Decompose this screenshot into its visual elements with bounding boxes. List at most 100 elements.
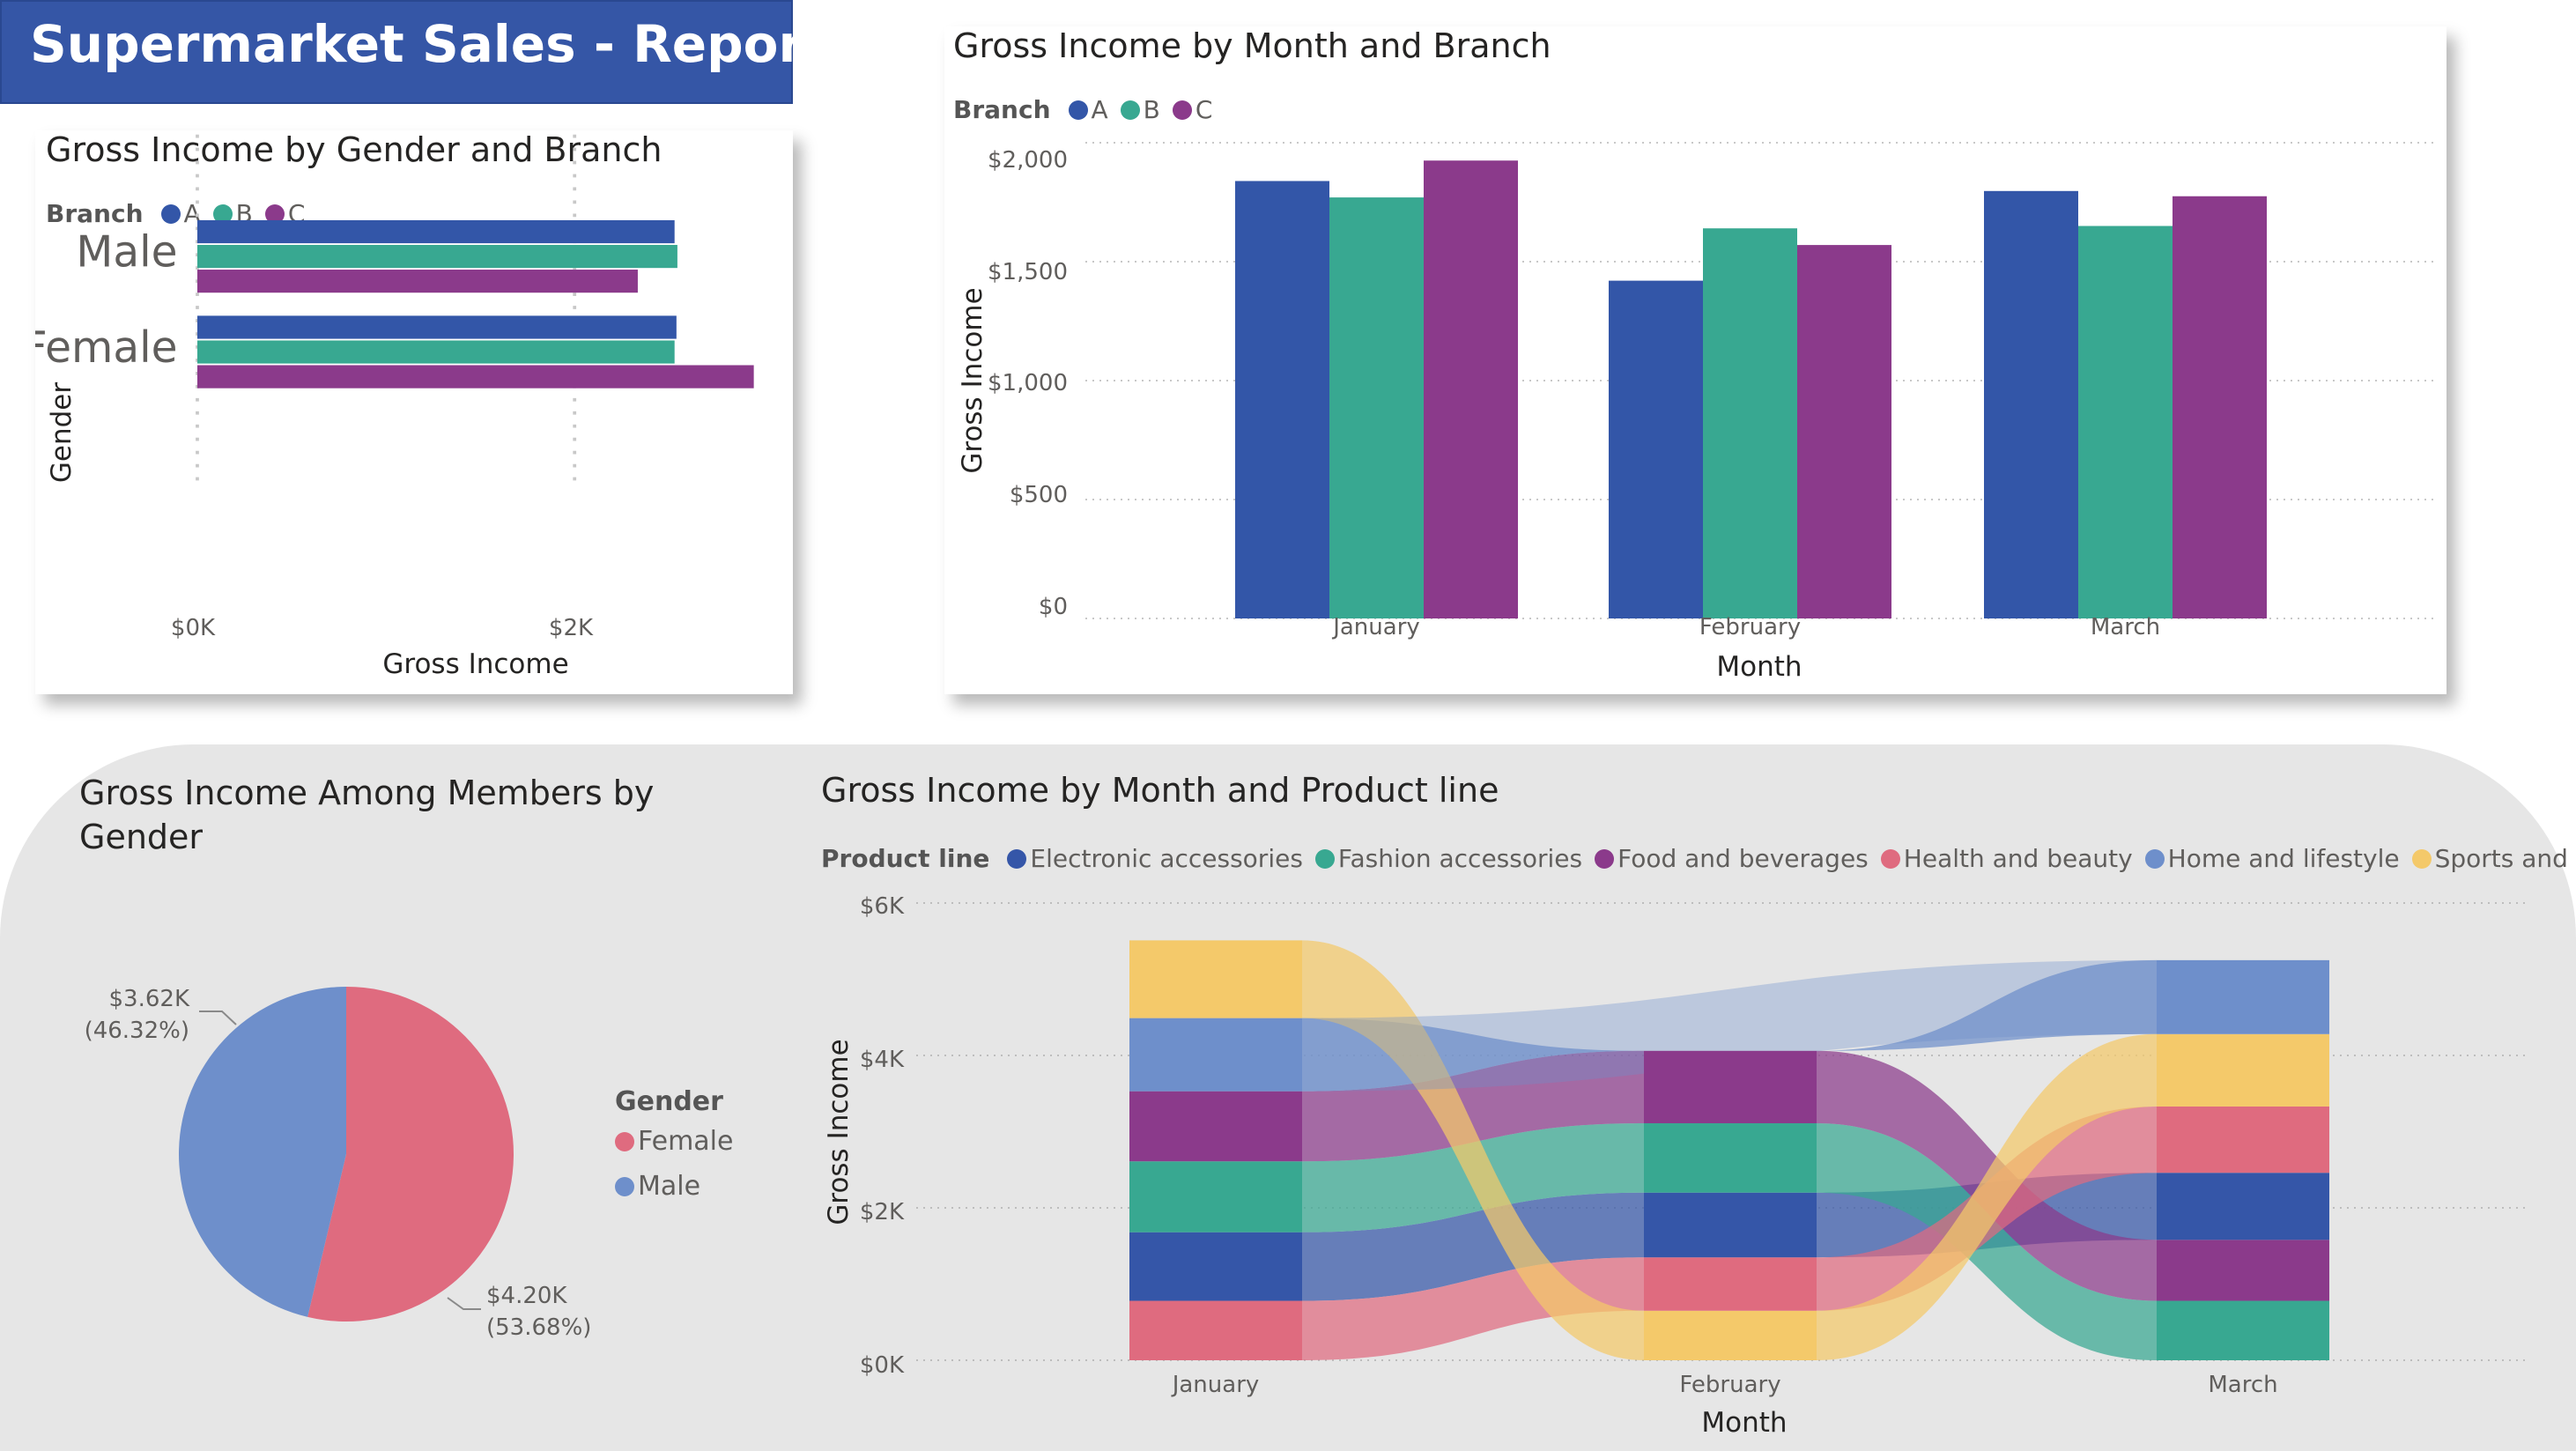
month-branch-chart: Gross Income Month $2,000 $1,500 $1,000 …: [957, 142, 2433, 683]
segment-march-health-and-beauty: [2157, 1106, 2329, 1173]
title-line-1: Gross Income Among Members by: [79, 774, 655, 812]
segment-february-sports-and-travel: [1644, 1310, 1817, 1360]
legend-dot-b: [1120, 100, 1140, 120]
legend-dot-male: [615, 1176, 634, 1196]
legend-item-b[interactable]: B: [1120, 95, 1160, 124]
legend-item-a[interactable]: A: [1068, 95, 1108, 124]
x-tick-march: March: [2208, 1372, 2277, 1398]
pie-slice-male: [178, 987, 346, 1317]
chart-legend: Branch A B C: [953, 95, 1225, 124]
bar-january-c: [1424, 160, 1518, 618]
bar-male-a: [196, 219, 675, 244]
y-tick-2000: $2,000: [988, 147, 1068, 174]
legend-item-sports[interactable]: Sports and travel: [2411, 844, 2576, 873]
bar-female-c: [196, 365, 754, 389]
segment-january-fashion-accessories: [1129, 1161, 1302, 1233]
y-tick-0: $0: [1039, 594, 1068, 620]
bar-group: Male Female: [35, 134, 754, 481]
segment-february-fashion-accessories: [1644, 1122, 1817, 1193]
bar-february-b: [1703, 228, 1797, 618]
bar-female-a: [196, 315, 677, 339]
y-axis-title: Gross Income: [957, 287, 988, 473]
bar-march-a: [1984, 190, 2078, 618]
x-axis-title: Month: [1701, 1407, 1787, 1439]
legend-dot-c: [1172, 100, 1192, 120]
chart-card-month-branch[interactable]: Gross Income by Month and Branch Branch …: [944, 26, 2446, 694]
segment-february-food-and-beverages: [1644, 1050, 1817, 1123]
y-axis-title: Gross Income: [823, 1039, 855, 1225]
legend-dot-fashion: [1314, 848, 1335, 869]
bar-february-c: [1797, 245, 1891, 618]
segment-february-health-and-beauty: [1644, 1257, 1817, 1311]
x-tick-february: February: [1699, 614, 1801, 640]
month-product-ribbon-chart[interactable]: Gross Income Month $6K $4K $2K $0K Janua…: [0, 744, 2576, 1451]
pie-label-female-value: $4.20K: [486, 1283, 567, 1309]
legend-item-food[interactable]: Food and beverages: [1595, 844, 1869, 873]
x-axis-title: Month: [1716, 651, 1802, 683]
pie-label-female-pct: (53.68%): [486, 1314, 591, 1341]
pie-leader-male: [199, 1011, 237, 1025]
legend-dot-a: [1068, 100, 1088, 120]
pie-label-male-value: $3.62K: [109, 986, 190, 1012]
legend-item-a[interactable]: A: [160, 199, 201, 228]
segment-january-food-and-beverages: [1129, 1091, 1302, 1162]
report-title-banner: Supermarket Sales - Report: [0, 0, 828, 104]
chart-title: Gross Income by Gender and Branch: [46, 130, 663, 169]
legend-dot-home: [2144, 848, 2165, 869]
segment-january-electronic-accessories: [1129, 1232, 1302, 1301]
legend-dot-a: [160, 204, 181, 224]
y-tick-1500: $1,500: [988, 259, 1068, 285]
y-tick-4k: $4K: [860, 1047, 905, 1073]
report-title: Supermarket Sales - Report: [30, 14, 828, 74]
ribbon-home-and-lifestyle-february: [1817, 959, 2157, 1051]
legend-item-fashion[interactable]: Fashion accessories: [1314, 844, 1582, 873]
segment-march-sports-and-travel: [2157, 1033, 2329, 1107]
month-product-title: Gross Income by Month and Product line: [821, 771, 1499, 810]
legend-item-health[interactable]: Health and beauty: [1880, 844, 2133, 873]
title-line-2: Gender: [79, 818, 204, 856]
bar-female-b: [196, 340, 675, 364]
x-tick-2k: $2K: [549, 615, 594, 641]
y-axis-title: Gender: [46, 382, 78, 483]
legend-title: Gender: [615, 1086, 723, 1117]
segment-january-sports-and-travel: [1129, 940, 1302, 1018]
segment-march-home-and-lifestyle: [2157, 959, 2329, 1034]
y-tick-female: Female: [35, 323, 178, 373]
legend-item-male[interactable]: Male: [615, 1171, 733, 1202]
segment-march-fashion-accessories: [2157, 1300, 2329, 1360]
segment-january-health-and-beauty: [1129, 1300, 1302, 1360]
x-tick-february: February: [1679, 1372, 1780, 1398]
y-tick-6k: $6K: [860, 893, 905, 920]
legend-dot-female: [615, 1131, 634, 1151]
bar-february-a: [1609, 280, 1703, 618]
bar-january-a: [1235, 181, 1329, 618]
bar-january-b: [1329, 197, 1424, 618]
legend-item-electronic[interactable]: Electronic accessories: [1007, 844, 1303, 873]
legend-dot-b: [212, 204, 233, 224]
legend-item-home[interactable]: Home and lifestyle: [2144, 844, 2400, 873]
members-gender-pie-chart[interactable]: $3.62K (46.32%) $4.20K (53.68%): [0, 744, 793, 1451]
pie-label-male-pct: (46.32%): [85, 1018, 189, 1044]
y-tick-2k: $2K: [860, 1199, 905, 1225]
gender-branch-chart: Gender Gross Income $0K $2K Male Female: [35, 134, 754, 680]
x-tick-0k: $0K: [171, 615, 216, 641]
legend-dot-c: [264, 204, 285, 224]
members-product-panel: Gross Income Among Members by Gender $3.…: [0, 744, 2576, 1451]
x-axis-title: Gross Income: [382, 648, 568, 680]
bar-march-b: [2078, 226, 2173, 618]
legend-item-c[interactable]: C: [1172, 95, 1212, 124]
segment-january-home-and-lifestyle: [1129, 1018, 1302, 1092]
x-tick-january: January: [1331, 614, 1420, 640]
segment-march-food-and-beverages: [2157, 1240, 2329, 1301]
members-gender-title: Gross Income Among Members by Gender: [79, 771, 654, 859]
pie-legend: Gender Female Male: [615, 1086, 745, 1202]
product-legend: Product line Electronic accessories Fash…: [821, 844, 2576, 873]
pie-leader-female: [447, 1297, 481, 1310]
ribbon-food-and-beverages-january: [1302, 1050, 1644, 1162]
y-tick-500: $500: [1010, 482, 1068, 508]
legend-item-female[interactable]: Female: [615, 1126, 733, 1157]
chart-title: Gross Income by Month and Branch: [953, 26, 1551, 65]
ribbon-sports-and-travel-january: [1302, 940, 1644, 1360]
legend-dot-health: [1880, 848, 1900, 869]
chart-card-gender-branch[interactable]: Gross Income by Gender and Branch Branch…: [35, 130, 793, 694]
